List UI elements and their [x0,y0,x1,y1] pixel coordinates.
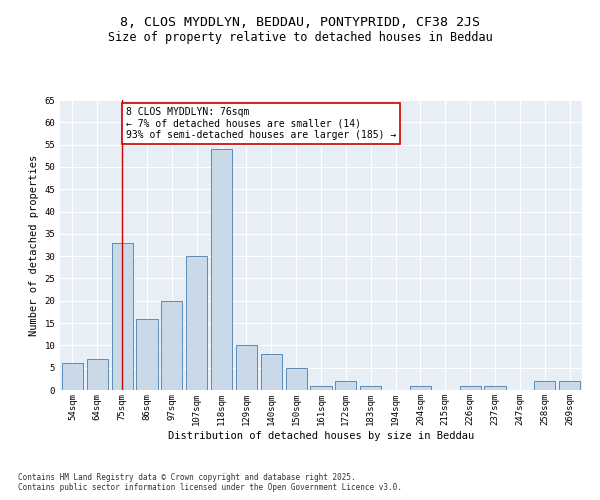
Text: 8, CLOS MYDDLYN, BEDDAU, PONTYPRIDD, CF38 2JS: 8, CLOS MYDDLYN, BEDDAU, PONTYPRIDD, CF3… [120,16,480,29]
Bar [62,363,83,390]
Bar [211,149,232,390]
Bar [261,354,282,390]
Bar [112,243,133,390]
Bar [534,381,555,390]
Bar [186,256,207,390]
Y-axis label: Number of detached properties: Number of detached properties [29,154,39,336]
Bar [335,381,356,390]
Bar [136,318,158,390]
Bar [236,346,257,390]
Bar [360,386,381,390]
Bar [410,386,431,390]
X-axis label: Distribution of detached houses by size in Beddau: Distribution of detached houses by size … [168,430,474,440]
Text: 8 CLOS MYDDLYN: 76sqm
← 7% of detached houses are smaller (14)
93% of semi-detac: 8 CLOS MYDDLYN: 76sqm ← 7% of detached h… [126,106,396,140]
Bar [286,368,307,390]
Bar [559,381,580,390]
Text: Size of property relative to detached houses in Beddau: Size of property relative to detached ho… [107,31,493,44]
Bar [161,301,182,390]
Text: Contains HM Land Registry data © Crown copyright and database right 2025.
Contai: Contains HM Land Registry data © Crown c… [18,472,402,492]
Bar [87,359,108,390]
Bar [484,386,506,390]
Bar [310,386,332,390]
Bar [460,386,481,390]
